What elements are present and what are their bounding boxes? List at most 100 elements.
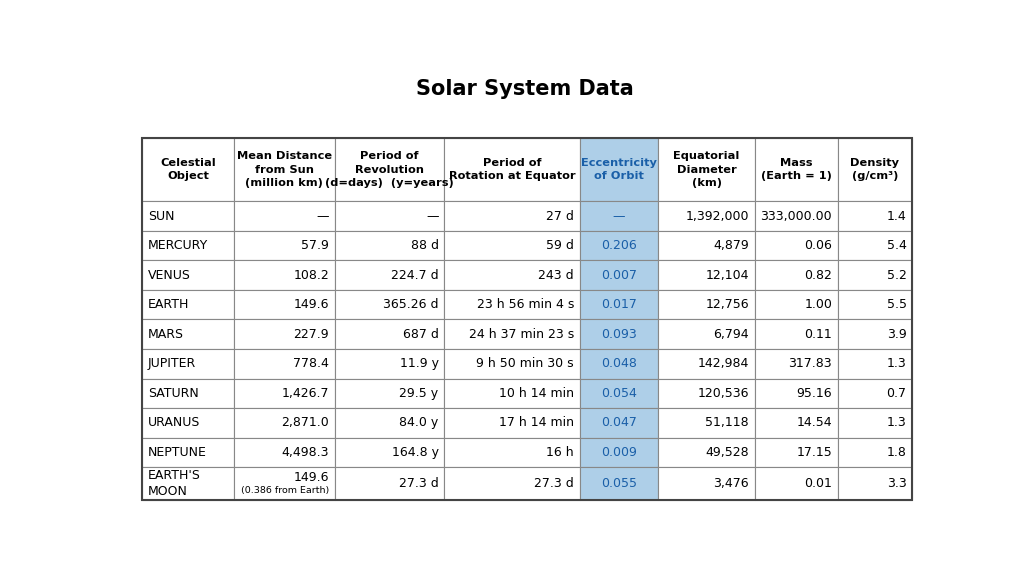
- Bar: [234, 438, 335, 467]
- Bar: [838, 320, 912, 349]
- Bar: [755, 260, 838, 290]
- Bar: [142, 408, 234, 438]
- Bar: [755, 408, 838, 438]
- Bar: [234, 231, 335, 260]
- Text: 17 h 14 min: 17 h 14 min: [499, 416, 574, 429]
- Bar: [838, 231, 912, 260]
- Text: 2,871.0: 2,871.0: [282, 416, 329, 429]
- Text: 3.3: 3.3: [887, 477, 906, 490]
- Bar: [580, 260, 658, 290]
- Text: 687 d: 687 d: [402, 328, 438, 341]
- Text: MERCURY: MERCURY: [147, 239, 208, 252]
- Bar: [335, 349, 444, 378]
- Bar: [444, 260, 580, 290]
- Text: —: —: [316, 210, 329, 222]
- Bar: [142, 138, 912, 500]
- Text: MARS: MARS: [147, 328, 184, 341]
- Text: 778.4: 778.4: [293, 357, 329, 370]
- Text: 243 d: 243 d: [539, 268, 574, 282]
- Bar: [444, 231, 580, 260]
- Text: URANUS: URANUS: [147, 416, 201, 429]
- Bar: [335, 378, 444, 408]
- Text: Period of
Rotation at Equator: Period of Rotation at Equator: [449, 158, 575, 181]
- Bar: [234, 349, 335, 378]
- Text: 108.2: 108.2: [294, 268, 329, 282]
- Text: Eccentricity
of Orbit: Eccentricity of Orbit: [581, 158, 657, 181]
- Text: 0.054: 0.054: [601, 387, 637, 400]
- Bar: [755, 231, 838, 260]
- Text: Period of
Revolution
(d=days)  (y=years): Period of Revolution (d=days) (y=years): [325, 151, 454, 188]
- Bar: [234, 290, 335, 320]
- Bar: [234, 260, 335, 290]
- Text: 5.4: 5.4: [887, 239, 906, 252]
- Bar: [658, 290, 755, 320]
- Bar: [658, 438, 755, 467]
- Text: SUN: SUN: [147, 210, 174, 222]
- Text: Mean Distance
from Sun
(million km): Mean Distance from Sun (million km): [237, 151, 332, 188]
- Text: 0.11: 0.11: [805, 328, 833, 341]
- Text: —: —: [426, 210, 438, 222]
- Text: 23 h 56 min 4 s: 23 h 56 min 4 s: [477, 298, 574, 311]
- Text: 95.16: 95.16: [797, 387, 833, 400]
- Bar: [234, 378, 335, 408]
- Text: (0.386 from Earth): (0.386 from Earth): [241, 487, 329, 495]
- Bar: [838, 260, 912, 290]
- Bar: [335, 290, 444, 320]
- Text: 27.3 d: 27.3 d: [535, 477, 574, 490]
- Bar: [658, 467, 755, 500]
- Text: Equatorial
Diameter
(km): Equatorial Diameter (km): [674, 151, 739, 188]
- Text: Mass
(Earth = 1): Mass (Earth = 1): [761, 158, 831, 181]
- Bar: [580, 138, 658, 201]
- Bar: [838, 378, 912, 408]
- Bar: [580, 320, 658, 349]
- Text: 17.15: 17.15: [797, 446, 833, 459]
- Text: 333,000.00: 333,000.00: [761, 210, 833, 222]
- Bar: [142, 349, 234, 378]
- Bar: [658, 260, 755, 290]
- Bar: [838, 138, 912, 201]
- Text: 149.6: 149.6: [294, 471, 329, 484]
- Bar: [234, 408, 335, 438]
- Bar: [234, 201, 335, 231]
- Bar: [444, 320, 580, 349]
- Bar: [335, 138, 444, 201]
- Text: 88 d: 88 d: [411, 239, 438, 252]
- Bar: [580, 201, 658, 231]
- Bar: [142, 290, 234, 320]
- Text: JUPITER: JUPITER: [147, 357, 196, 370]
- Text: 27.3 d: 27.3 d: [398, 477, 438, 490]
- Text: 149.6: 149.6: [294, 298, 329, 311]
- Text: 1.00: 1.00: [804, 298, 833, 311]
- Text: 0.017: 0.017: [601, 298, 637, 311]
- Text: 24 h 37 min 23 s: 24 h 37 min 23 s: [469, 328, 574, 341]
- Bar: [580, 349, 658, 378]
- Text: 10 h 14 min: 10 h 14 min: [499, 387, 574, 400]
- Bar: [658, 231, 755, 260]
- Bar: [658, 349, 755, 378]
- Bar: [755, 378, 838, 408]
- Text: 27 d: 27 d: [546, 210, 574, 222]
- Text: 1,426.7: 1,426.7: [282, 387, 329, 400]
- Bar: [142, 201, 234, 231]
- Text: —: —: [612, 210, 626, 222]
- Text: SATURN: SATURN: [147, 387, 199, 400]
- Text: 224.7 d: 224.7 d: [391, 268, 438, 282]
- Text: 9 h 50 min 30 s: 9 h 50 min 30 s: [476, 357, 574, 370]
- Bar: [580, 231, 658, 260]
- Bar: [755, 201, 838, 231]
- Text: 59 d: 59 d: [546, 239, 574, 252]
- Bar: [335, 231, 444, 260]
- Text: 0.007: 0.007: [601, 268, 637, 282]
- Bar: [142, 138, 234, 201]
- Bar: [580, 290, 658, 320]
- Bar: [444, 349, 580, 378]
- Text: Density
(g/cm³): Density (g/cm³): [850, 158, 899, 181]
- Text: 227.9: 227.9: [294, 328, 329, 341]
- Bar: [838, 290, 912, 320]
- Bar: [658, 320, 755, 349]
- Bar: [444, 138, 580, 201]
- Text: 3.9: 3.9: [887, 328, 906, 341]
- Text: 164.8 y: 164.8 y: [391, 446, 438, 459]
- Bar: [755, 320, 838, 349]
- Text: 1.3: 1.3: [887, 416, 906, 429]
